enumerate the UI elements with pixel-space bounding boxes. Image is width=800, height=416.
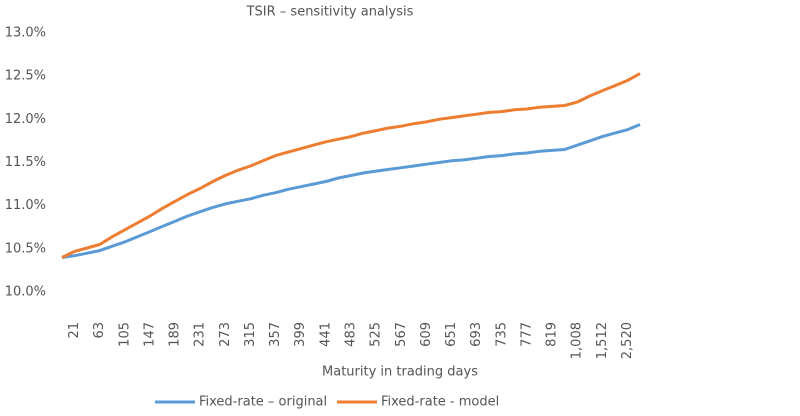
x-tick-label: 483 <box>344 322 359 347</box>
y-tick-label: 12.0% <box>5 112 46 127</box>
x-tick-label: 273 <box>218 322 233 347</box>
legend-label: Fixed-rate – original <box>199 395 327 410</box>
y-tick-label: 13.0% <box>5 26 46 41</box>
x-tick-label: 147 <box>142 322 157 347</box>
chart-title: TSIR – sensitivity analysis <box>246 5 414 20</box>
x-tick-label: 777 <box>519 322 534 347</box>
x-tick-label: 189 <box>168 322 183 347</box>
x-tick-label: 525 <box>369 322 384 347</box>
x-tick-label: 2,520 <box>620 322 635 359</box>
x-tick-label: 21 <box>67 322 82 339</box>
x-tick-label: 441 <box>318 322 333 347</box>
x-axis-title: Maturity in trading days <box>322 365 478 380</box>
x-tick-label: 1,512 <box>595 322 610 359</box>
x-tick-label: 399 <box>293 322 308 347</box>
x-tick-label: 231 <box>193 322 208 347</box>
y-tick-label: 10.0% <box>5 285 46 300</box>
x-tick-label: 315 <box>243 322 258 347</box>
x-tick-label: 567 <box>394 322 409 347</box>
line-series <box>61 123 641 259</box>
x-tick-label: 1,008 <box>570 322 585 359</box>
y-tick-label: 11.0% <box>5 198 46 213</box>
y-tick-label: 11.5% <box>5 155 46 170</box>
legend-label: Fixed-rate - model <box>381 395 499 410</box>
x-tick-label: 693 <box>469 322 484 347</box>
line-series <box>61 72 641 259</box>
y-tick-label: 10.5% <box>5 241 46 256</box>
x-tick-label: 651 <box>444 322 459 347</box>
y-tick-label: 12.5% <box>5 69 46 84</box>
x-tick-label: 735 <box>494 322 509 347</box>
x-tick-label: 819 <box>545 322 560 347</box>
x-tick-label: 357 <box>268 322 283 347</box>
x-tick-label: 63 <box>92 322 107 339</box>
x-tick-label: 609 <box>419 322 434 347</box>
x-tick-label: 105 <box>117 322 132 347</box>
